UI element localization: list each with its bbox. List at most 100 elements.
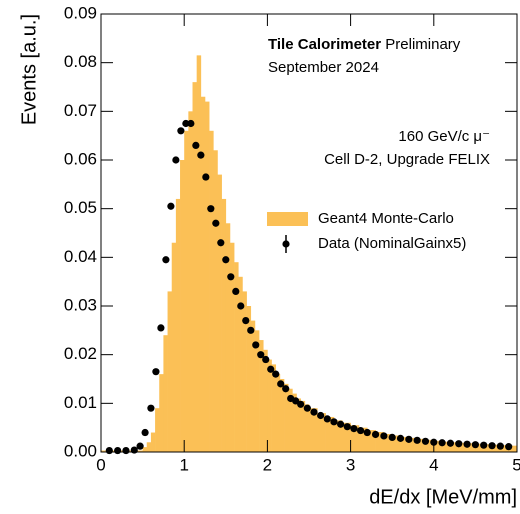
data-point <box>380 432 388 440</box>
histogram-bar <box>238 276 243 452</box>
data-point <box>343 423 351 431</box>
histogram-bar <box>425 439 435 452</box>
status: Preliminary <box>385 36 461 53</box>
histogram-bar <box>196 55 202 452</box>
histogram-bar <box>254 330 260 452</box>
y-tick-label: 0.07 <box>64 101 97 120</box>
histogram-bar <box>267 359 272 452</box>
data-point <box>252 341 260 349</box>
histogram-bar <box>175 198 181 452</box>
y-tick-label: 0.01 <box>64 393 97 412</box>
histogram-bar <box>101 450 143 452</box>
histogram-bar <box>292 393 297 452</box>
histogram-bar <box>225 223 231 452</box>
data-point <box>371 430 380 439</box>
histogram-bar <box>142 447 148 452</box>
histogram-bar <box>442 441 451 452</box>
data-point <box>114 446 122 455</box>
data-point <box>505 443 513 451</box>
data-point <box>356 426 365 435</box>
data-point <box>237 302 245 310</box>
data-point <box>310 408 318 416</box>
histogram-bar <box>263 349 268 452</box>
data-point <box>421 437 430 445</box>
data-point <box>242 317 250 325</box>
date-label: September 2024 <box>268 59 379 76</box>
data-point <box>217 239 225 247</box>
data-point <box>157 324 165 332</box>
data-point <box>167 202 175 210</box>
data-point <box>388 433 396 441</box>
data-point <box>297 400 305 408</box>
histogram-bar <box>159 374 164 452</box>
histogram-bar <box>367 430 376 452</box>
histogram-bar <box>275 374 281 452</box>
histogram-bar <box>250 320 256 452</box>
histogram-bar <box>284 383 289 452</box>
data-point <box>227 273 235 281</box>
y-tick-label: 0.04 <box>64 247 97 266</box>
histogram-bar <box>304 404 310 452</box>
data-point <box>350 425 358 433</box>
legend-swatch <box>267 212 308 226</box>
x-tick-label: 1 <box>179 455 188 474</box>
histogram-bar <box>483 444 493 452</box>
data-point <box>136 442 144 450</box>
data-point <box>396 434 405 442</box>
histogram-bar <box>296 398 301 452</box>
setup-label: Cell D-2, Upgrade FELIX <box>324 151 490 168</box>
data-point <box>207 205 215 213</box>
histogram-bar <box>475 443 485 452</box>
data-point <box>247 326 255 334</box>
data-point <box>152 368 160 376</box>
histogram-bar <box>205 101 210 452</box>
x-axis-label: dE/dx [MeV/mm] <box>369 486 517 508</box>
data-point <box>303 404 311 412</box>
data-point <box>202 173 210 181</box>
histogram-bar <box>234 262 239 452</box>
data-point <box>323 415 331 423</box>
histogram-bar <box>288 388 293 452</box>
data-point <box>317 411 325 420</box>
histogram-bar <box>375 432 385 452</box>
histogram-bar <box>184 130 189 453</box>
histogram-bar <box>333 420 343 452</box>
histogram-bar <box>300 400 306 452</box>
x-tick-label: 0 <box>96 455 105 474</box>
experiment-label: Tile Calorimeter Preliminary <box>268 36 461 53</box>
y-tick-label: 0.09 <box>64 3 97 22</box>
histogram-bar <box>180 160 185 452</box>
histogram-bar <box>358 427 368 452</box>
histogram-bar <box>408 437 418 452</box>
histogram-bar <box>317 413 326 452</box>
data-point <box>480 441 488 449</box>
data-point <box>363 428 371 437</box>
histogram-bar <box>155 408 160 452</box>
histogram-bar <box>163 335 168 452</box>
data-point <box>232 287 240 295</box>
histogram-bar <box>458 442 468 452</box>
histogram-bar <box>167 291 173 452</box>
data-point <box>413 436 421 444</box>
histogram-bar <box>209 130 214 453</box>
data-point <box>277 380 285 388</box>
histogram-bar <box>259 340 264 452</box>
data-point <box>222 256 230 264</box>
histogram-bar <box>146 442 152 452</box>
data-point <box>105 446 113 455</box>
data-point <box>446 439 455 447</box>
legend-marker <box>282 240 290 248</box>
histogram-bar <box>150 432 156 452</box>
histogram-bar <box>200 96 206 452</box>
histogram-bar <box>188 111 193 452</box>
histogram-bar <box>325 416 335 452</box>
histogram-bar <box>467 443 476 452</box>
histogram-bar <box>229 242 235 452</box>
data-point <box>267 365 275 373</box>
frame <box>100 13 518 453</box>
histogram-bar <box>171 242 177 452</box>
histogram-bar <box>417 438 426 452</box>
data-point <box>282 385 290 393</box>
histogram-bar <box>213 150 218 452</box>
